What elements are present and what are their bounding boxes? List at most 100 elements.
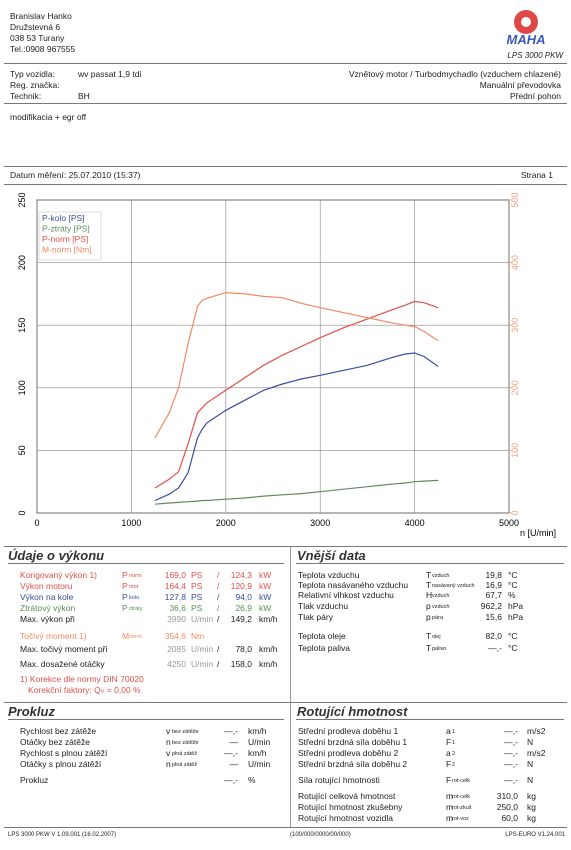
divider [4,184,567,185]
cell-u1: Nm [191,631,205,641]
vehicle-spec: Vznětový motor / Turbodmychadlo (vzduche… [348,69,561,79]
cell-u1: PS [191,603,203,613]
cell-unit: °C [508,643,518,653]
cell-sym: p [426,601,431,611]
cell-sym: P [122,603,128,613]
cell-sym: P [122,581,128,591]
cell-label: Točivý moment 1) [20,631,87,641]
cell-sym: T [426,580,432,590]
cell-value: —,- [224,726,238,736]
cell-value: 60,0 [501,813,518,823]
cell-sub: palivo [432,646,447,652]
cell-label: Relativní vlhkost vzduchu [298,590,394,600]
cell-v1: 164,4 [164,581,186,591]
cell-label: Střední brzdná síla doběhu 1 [298,737,408,747]
cell-label: Rychlost bez zátěže [20,726,97,736]
cell-unit: °C [508,580,518,590]
cell-unit: m/s2 [527,726,546,736]
cell-sub: norm [129,634,142,640]
cell-value: —,- [504,759,518,769]
cell-unit: kg [527,802,536,812]
vehicle-spec: Manuální převodovka [479,80,561,90]
cell-sep: / [217,603,220,613]
divider [4,702,567,703]
cell-v2: 78,0 [235,644,252,654]
cell-label: Rychlost s plnou zátěží [20,748,108,758]
divider [4,546,567,547]
divider [4,103,567,104]
cell-unit: hPa [508,601,524,611]
divider [8,719,284,720]
cell-sym: T [426,643,432,653]
cell-unit: hPa [508,612,524,622]
cell-value: 67,7 [485,590,502,600]
divider [8,563,284,564]
logo-badge [521,17,531,27]
divider [4,827,567,828]
date: Datum měření: 25.07.2010 (15:37) [10,170,141,180]
footer: LPS-EURO V1.24.001 [505,832,565,838]
cell-label: Tlak vzduchu [298,601,349,611]
legend-entry: P-kolo [PS] [42,213,85,223]
cell-sym: a [446,748,451,758]
cell-u1: U/min [191,659,214,669]
cell-label: Prokluz [20,775,49,785]
cell-v1: 127,8 [164,592,186,602]
cell-sym: v [166,726,171,736]
series-line [154,300,439,489]
cell-u1: U/min [191,614,214,624]
vehicle-value: BH [78,91,90,101]
y2-tick-label: 200 [510,380,520,395]
divider [296,719,564,720]
cell-sub: 1 [452,729,456,735]
cell-u2: km/h [259,644,278,654]
address-line: Branislav Hanko [10,11,72,21]
cell-label: Max. dosažené otáčky [20,659,105,669]
cell-sym: P [122,592,128,602]
cell-label: Síla rotující hmotnosti [298,775,380,785]
vehicle-label: Typ vozidla: [10,69,55,79]
cell-sub: vzduch [432,604,450,610]
cell-u2: kW [259,570,272,580]
y-tick-label: 200 [17,255,27,270]
note: modifikacia + egr off [10,112,87,122]
cell-v2: 149,2 [230,614,252,624]
cell-v2: 120,9 [230,581,252,591]
cell-sub: mot [129,584,139,590]
cell-sub: 2 [452,762,456,768]
cell-sub: rot-zkuš [452,805,472,811]
cell-u1: U/min [191,644,214,654]
cell-v2: 26,9 [235,603,252,613]
cell-sub: 2 [452,751,456,757]
section-title: Vnější data [297,548,366,563]
legend-box [38,211,102,261]
divider [296,563,564,564]
cell-value: 250,0 [496,802,518,812]
cell-sub: ztráty [129,606,143,612]
cell-label: Střední brzdná síla doběhu 2 [298,759,408,769]
cell-sub: norm [129,573,142,579]
model: LPS 3000 PKW [507,51,563,60]
cell-sub: nasávaný vzduch [432,583,475,589]
cell-label: Otáčky bez zátěže [20,737,90,747]
y2-tick-label: 100 [510,443,520,458]
cell-sep: / [217,614,220,624]
legend-entry: P-norm [PS] [42,234,88,244]
logo-text: MAHA [507,32,546,47]
cell-v1: 2085 [167,644,186,654]
cell-unit: % [508,590,516,600]
cell-value: 962,2 [480,601,502,611]
cell-value: 15,6 [485,612,502,622]
cell-sym: p [426,612,431,622]
cell-value: 82,0 [485,631,502,641]
cell-value: 310,0 [496,791,518,801]
cell-label: Max. točivý moment při [20,644,108,654]
cell-v1: 4250 [167,659,186,669]
divider [290,703,291,827]
section-title: Prokluz [8,704,55,719]
x-tick-label: 3000 [310,518,330,528]
cell-unit: kg [527,813,536,823]
cell-sym: F [446,759,452,769]
cell-label: Střední prodleva doběhu 1 [298,726,399,736]
cell-label: Rotující hmotnost vozidla [298,813,393,823]
